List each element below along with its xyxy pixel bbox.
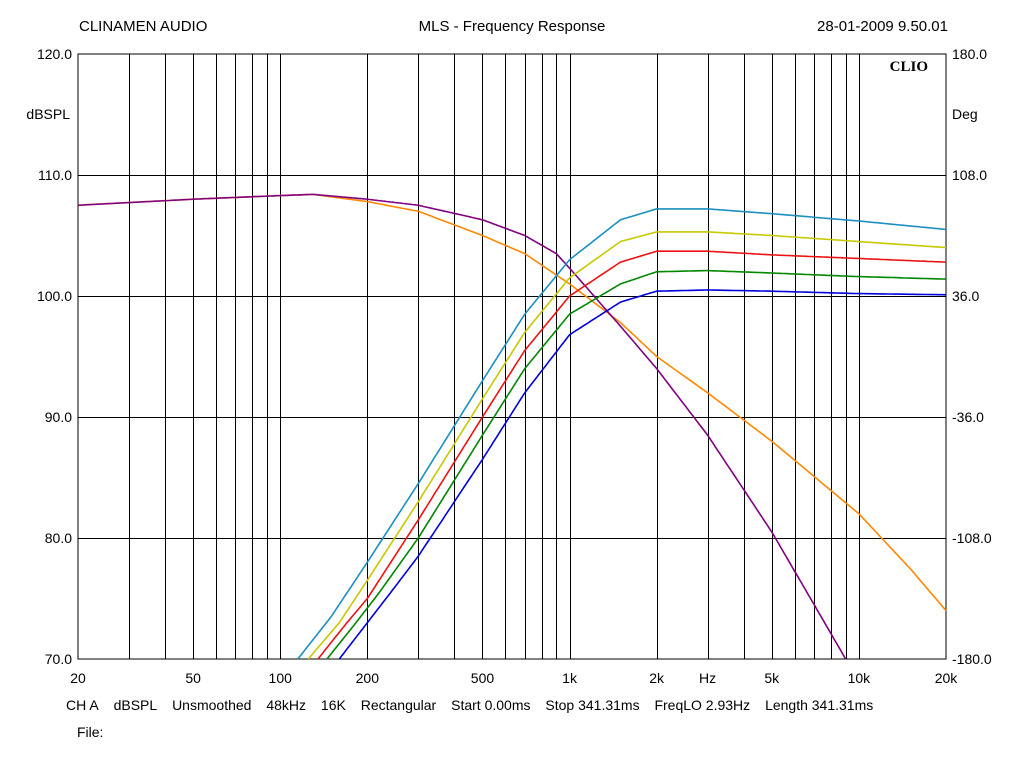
y-tick-label: 100.0 [37, 288, 72, 304]
footer-length: Length 341.31ms [765, 697, 874, 713]
footer-units: dBSPL [113, 697, 158, 713]
x-tick-label: Hz [699, 670, 716, 686]
y-tick-label: 120.0 [37, 46, 72, 62]
y2-tick-label: 108.0 [952, 167, 987, 183]
series-line-3 [307, 231, 947, 660]
series-line-4 [317, 250, 947, 660]
y2-tick-label: -180.0 [952, 651, 992, 667]
x-tick-label: 5k [764, 670, 780, 686]
footer-smoothing: Unsmoothed [172, 697, 252, 713]
y2-tick-label: 36.0 [952, 288, 979, 304]
footer-size: 16K [320, 697, 346, 713]
y-tick-label: 90.0 [45, 409, 72, 425]
x-tick-label: 20 [70, 670, 86, 686]
x-tick-label: 50 [185, 670, 201, 686]
y2-tick-label: -108.0 [952, 530, 992, 546]
measurement-settings: CH A dBSPL Unsmoothed 48kHz 16K Rectangu… [66, 697, 884, 713]
y2-axis-label: Deg [952, 106, 978, 122]
x-tick-label: 20k [935, 670, 959, 686]
chart-title: MLS - Frequency Response [418, 18, 606, 35]
footer-freqlo: FreqLO 2.93Hz [654, 697, 751, 713]
x-tick-label: 500 [471, 670, 495, 686]
x-tick-label: 2k [649, 670, 665, 686]
header-timestamp: 28-01-2009 9.50.01 [817, 18, 948, 35]
x-tick-label: 100 [269, 670, 293, 686]
plot-frame [77, 53, 947, 660]
footer-sample-rate: 48kHz [266, 697, 307, 713]
footer-stop: Stop 341.31ms [545, 697, 640, 713]
header-company: CLINAMEN AUDIO [79, 18, 208, 35]
footer-window: Rectangular [360, 697, 437, 713]
series-line-2 [297, 208, 947, 660]
series-line-1 [77, 193, 847, 660]
y2-tick-label: -36.0 [952, 409, 984, 425]
x-tick-label: 10k [848, 670, 872, 686]
footer-start: Start 0.00ms [451, 697, 531, 713]
y2-tick-label: 180.0 [952, 46, 987, 62]
y-tick-label: 110.0 [38, 167, 72, 183]
y-axis-label: dBSPL [26, 106, 70, 122]
x-tick-label: 200 [356, 670, 380, 686]
series-line-5 [326, 269, 947, 660]
x-tick-label: 1k [562, 670, 578, 686]
footer-channel: CH A [66, 697, 99, 713]
y-tick-label: 70.0 [45, 651, 72, 667]
file-label: File: [77, 724, 104, 740]
y-tick-label: 80.0 [45, 530, 72, 546]
clio-logo: CLIO [890, 59, 928, 75]
series-line-6 [338, 289, 947, 660]
